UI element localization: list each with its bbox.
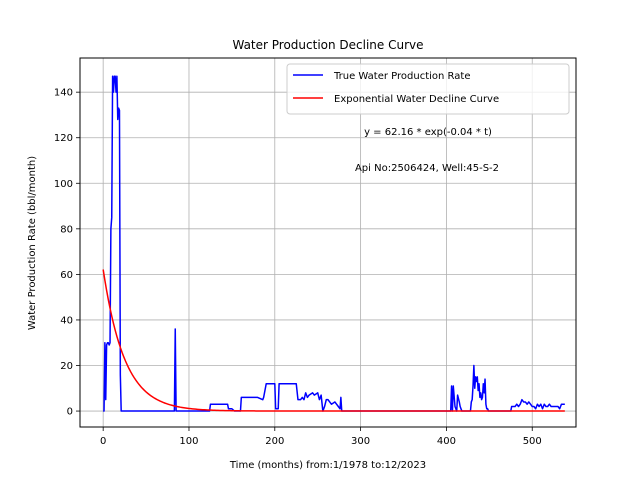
legend-label-decline-curve: Exponential Water Decline Curve (334, 94, 499, 105)
y-axis-label: Water Production Rate (bbl/month) (27, 156, 38, 330)
legend: True Water Production Rate Exponential W… (286, 63, 570, 115)
series-true-water-production-rate (103, 75, 565, 412)
legend-box (286, 63, 570, 115)
y-tick-label: 0 (67, 407, 73, 418)
chart-title: Water Production Decline Curve (232, 38, 423, 52)
x-tick-label: 0 (100, 436, 106, 447)
x-tick-label: 500 (523, 436, 542, 447)
x-tick-label: 300 (351, 436, 370, 447)
y-tick-label: 120 (54, 133, 73, 144)
y-tick-label: 40 (60, 315, 73, 326)
x-tick-label: 200 (265, 436, 284, 447)
legend-label-true-rate: True Water Production Rate (333, 71, 470, 82)
plot-area (102, 75, 565, 412)
y-tick-label: 100 (54, 179, 73, 190)
x-tick-label: 100 (179, 436, 198, 447)
axes-frame (79, 57, 577, 428)
y-tick-label: 20 (60, 361, 73, 372)
y-tick-label: 140 (54, 88, 73, 99)
x-tick-label: 400 (437, 436, 456, 447)
well-annotation: Api No:2506424, Well:45-S-2 (355, 163, 499, 174)
y-tick-label: 80 (60, 224, 73, 235)
y-tick-label: 60 (60, 270, 73, 281)
series-exponential-decline-curve (102, 269, 565, 412)
ticks: 0 100 200 300 400 500 0 20 40 60 80 100 120 140 (54, 88, 542, 447)
x-axis-label: Time (months) from:1/1978 to:12/2023 (229, 460, 426, 471)
equation-annotation: y = 62.16 * exp(-0.04 * t) (364, 127, 492, 138)
